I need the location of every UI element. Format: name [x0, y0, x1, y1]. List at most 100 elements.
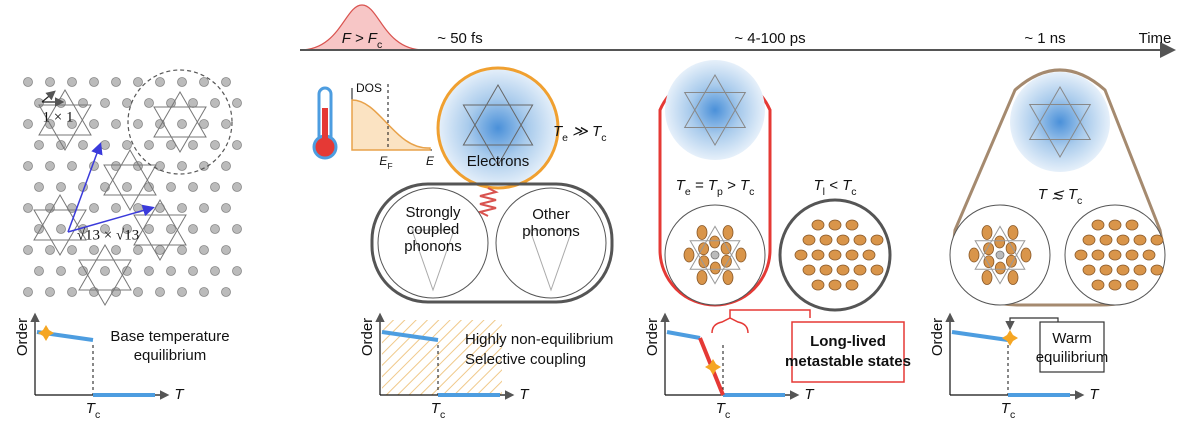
text-part: c: [749, 186, 754, 198]
tc-label: Tc: [86, 400, 100, 421]
circle: [200, 78, 209, 87]
circle: [68, 246, 77, 255]
x-axis-label: T: [174, 386, 185, 403]
circle: [57, 183, 66, 192]
circle: [178, 78, 187, 87]
caption-highlight: Selective coupling: [465, 351, 586, 368]
circle: [35, 267, 44, 276]
phonon-atom: [1134, 265, 1146, 275]
phonon-atom: [1021, 248, 1031, 262]
circle: [200, 288, 209, 297]
figure: F > Fc~ 50 fs~ 4-100 ps~ 1 nsTime1 × 1√1…: [0, 0, 1184, 421]
phonon-atom: [812, 250, 824, 260]
circle: [46, 162, 55, 171]
circle: [90, 120, 99, 129]
text-part: > T: [723, 177, 751, 194]
circle: [222, 162, 231, 171]
tc-label: Tc: [431, 400, 445, 421]
phonon-label: phonons: [522, 223, 580, 240]
phonon-atom: [995, 236, 1005, 248]
circle: [57, 267, 66, 276]
circle: [189, 225, 198, 234]
phonon-label: Other: [532, 206, 570, 223]
phonon-atom: [829, 250, 841, 260]
time-label: ~ 50 fs: [437, 30, 482, 47]
phonon-atom: [846, 250, 858, 260]
phonon-atom: [829, 280, 841, 290]
caption: Base temperature: [110, 328, 229, 345]
phonon-atom: [697, 271, 707, 285]
circle: [24, 204, 33, 213]
tc-label: Tc: [1001, 400, 1015, 421]
circle: [79, 141, 88, 150]
circle: [178, 120, 187, 129]
circle: [222, 288, 231, 297]
circle: [145, 141, 154, 150]
lattice-temp: Tl < Tc: [813, 177, 856, 198]
phonon-atom: [846, 220, 858, 230]
electron-phonon-temp: Te = Tp > Tc: [676, 177, 755, 198]
fermi-label: EF: [379, 154, 392, 171]
phonon-atom: [837, 265, 849, 275]
circle: [101, 99, 110, 108]
cell-label: 1 × 1: [43, 109, 74, 125]
circle: [233, 267, 242, 276]
phonon-atom: [1126, 220, 1138, 230]
caption: equilibrium: [1036, 349, 1109, 366]
circle: [233, 225, 242, 234]
phonon-label: coupled: [407, 221, 460, 238]
circle: [112, 120, 121, 129]
circle: [222, 120, 231, 129]
circle: [24, 246, 33, 255]
phonon-atom: [1092, 280, 1104, 290]
circle: [189, 99, 198, 108]
circle: [46, 246, 55, 255]
phonon-label: Strongly: [405, 204, 461, 221]
circle: [123, 183, 132, 192]
phonon-atom: [820, 265, 832, 275]
energy-label: E: [426, 154, 435, 168]
caption: Highly non-equilibrium: [465, 331, 613, 348]
phonon-atom: [803, 265, 815, 275]
line: [42, 92, 54, 102]
text-part: c: [440, 409, 445, 421]
electron-temp: Te ≫ Tc: [553, 123, 606, 144]
phonon-atom: [1100, 235, 1112, 245]
y-axis-label: Order: [14, 318, 31, 356]
text-part: < T: [825, 177, 853, 194]
phonon-atom: [969, 248, 979, 262]
phonon-atom: [803, 235, 815, 245]
circle: [711, 251, 719, 259]
phonon-atom: [1092, 220, 1104, 230]
phonon-atom: [1151, 265, 1163, 275]
equilibrium-temp: T ≲ Tc: [1038, 186, 1082, 207]
text-part: F: [387, 161, 392, 171]
circle: [46, 288, 55, 297]
phonon-atom: [723, 225, 733, 239]
y-axis-label: Order: [359, 318, 376, 356]
phonon-atom: [697, 225, 707, 239]
phonon-atom: [1092, 250, 1104, 260]
circle: [200, 246, 209, 255]
phonon-atom: [1134, 235, 1146, 245]
circle: [211, 141, 220, 150]
circle: [211, 267, 220, 276]
callout: metastable states: [785, 353, 911, 370]
dos-curve: [352, 100, 430, 150]
circle: [24, 162, 33, 171]
circle: [68, 78, 77, 87]
circle: [233, 99, 242, 108]
circle: [101, 141, 110, 150]
text-part: c: [1077, 195, 1082, 207]
caption: equilibrium: [134, 347, 207, 364]
phonon-atom: [1109, 220, 1121, 230]
phonon-atom: [812, 220, 824, 230]
circle: [57, 225, 66, 234]
phonon-atom: [829, 220, 841, 230]
circle: [233, 183, 242, 192]
circle: [134, 246, 143, 255]
order-marker: [1002, 330, 1018, 346]
circle: [178, 204, 187, 213]
phonon-atom: [736, 248, 746, 262]
circle: [996, 251, 1004, 259]
